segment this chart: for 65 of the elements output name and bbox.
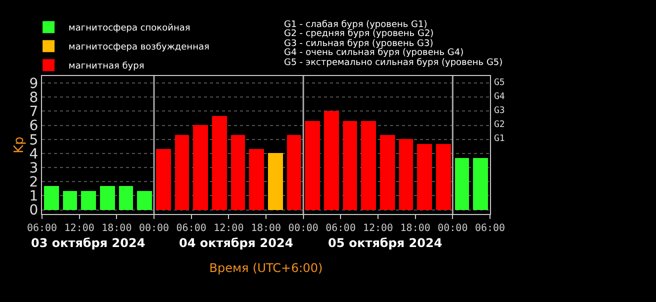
y-axis-title: Kp — [12, 136, 28, 154]
x-tick-label: 00:00 — [138, 223, 170, 234]
text: G4 — [494, 92, 505, 102]
y-tick-label: 9 — [29, 76, 38, 92]
y-tick-label: 5 — [29, 132, 38, 148]
x-tick-label: 18:00 — [250, 223, 282, 234]
legend-label: магнитосфера спокойная — [68, 24, 190, 34]
text: G1 - слабая буря (уровень G1) — [284, 20, 428, 30]
text: G2 — [494, 120, 505, 130]
x-axis-title: Время (UTC+6:00) — [209, 260, 323, 275]
x-tick-label: 06:00 — [326, 223, 356, 234]
bar — [380, 135, 395, 210]
bar — [63, 191, 77, 210]
bar — [44, 186, 59, 210]
x-tick-label: 18:00 — [102, 223, 132, 234]
text: G4 - очень сильная буря (уровень G4) — [284, 48, 464, 58]
bar — [175, 135, 189, 210]
bar — [137, 191, 152, 210]
text: G3 — [494, 106, 505, 116]
bar — [473, 158, 488, 210]
text: G3 - сильная буря (уровень G3) — [284, 39, 434, 49]
y-tick-label: 8 — [29, 90, 38, 106]
bar — [343, 121, 357, 210]
bar — [455, 158, 469, 210]
text: 05 октября 2024 — [328, 236, 442, 250]
x-tick-label: 06:00 — [26, 223, 58, 234]
text: G5 - экстремально сильная буря (уровень G5) — [284, 58, 503, 68]
text: G1 — [494, 134, 505, 144]
bar — [249, 149, 264, 210]
x-tick-label: 12:00 — [362, 223, 394, 234]
bar — [119, 186, 133, 210]
bar — [436, 144, 451, 210]
text: 04 октября 2024 — [179, 236, 294, 250]
y-tick-label: 2 — [29, 174, 38, 191]
bar — [212, 116, 227, 210]
legend-label: магнитная буря — [68, 62, 144, 72]
y-tick-label: 6 — [29, 118, 38, 134]
y-tick-label: 3 — [29, 160, 38, 176]
legend-label: магнитосфера возбужденная — [68, 42, 210, 53]
y-tick-label: 7 — [29, 104, 38, 120]
bar — [324, 111, 339, 210]
bar — [399, 139, 413, 210]
bar — [156, 149, 171, 210]
bar — [193, 125, 208, 210]
text: 03 октября 2024 — [31, 236, 146, 250]
bar — [287, 135, 301, 210]
x-tick-label: 18:00 — [400, 223, 430, 234]
bar — [305, 121, 320, 210]
x-tick-label: 00:00 — [438, 223, 468, 234]
bar — [417, 144, 432, 210]
x-tick-label: 06:00 — [176, 223, 206, 234]
bar — [81, 191, 96, 210]
x-tick-label: 12:00 — [64, 223, 94, 234]
bar — [361, 121, 376, 210]
x-tick-label: 06:00 — [474, 223, 506, 234]
x-tick-label: 12:00 — [214, 223, 244, 234]
text: G2 - средняя буря (уровень G2) — [284, 29, 434, 39]
bar — [268, 153, 283, 210]
bar — [100, 186, 115, 210]
bar — [231, 135, 245, 210]
x-tick-label: 00:00 — [288, 223, 318, 234]
y-tick-label: 1 — [29, 188, 38, 205]
y-tick-label: 0 — [29, 202, 38, 219]
y-tick-label: 4 — [29, 146, 38, 162]
text: G5 — [494, 78, 505, 88]
